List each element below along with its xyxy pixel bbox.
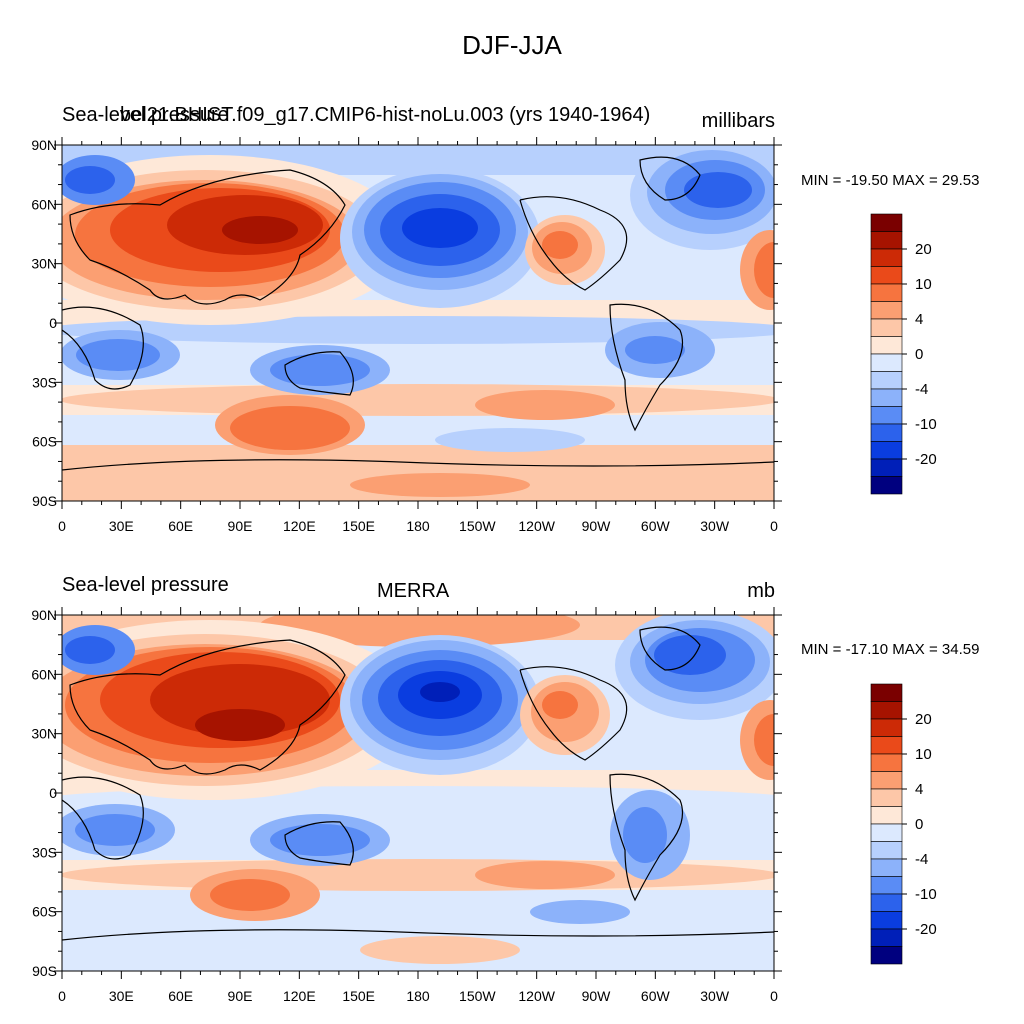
colorbar-swatch [870,353,903,372]
colorbar-swatch [870,266,903,285]
panel1-left-label: Sea-level pressure [62,104,229,126]
lon-tick-label: 0 [58,518,66,534]
colorbar-swatch [870,301,903,320]
panel1-center-label: bel21.BHIST.f09_g17.CMIP6-hist-noLu.003 … [120,104,651,126]
colorbar-swatch [870,441,903,460]
colorbar-swatch [870,371,903,390]
panel2-min-max: MIN = -17.10 MAX = 34.59 [801,641,980,658]
colorbar-swatch [870,248,903,267]
colorbar-label: 20 [915,241,932,258]
colorbar-swatch [870,458,903,477]
lat-tick-label: 30N [31,256,57,272]
colorbar-label: 0 [915,346,923,363]
colorbar-swatch [870,406,903,425]
lon-tick-label: 120W [518,518,555,534]
lat-tick-label: 0 [49,315,57,331]
colorbar-swatch [870,423,903,442]
colorbar-label: -4 [915,381,928,398]
lon-tick-label: 30W [700,518,730,534]
lon-tick-label: 90E [228,518,253,534]
lon-tick-label: 120E [283,518,316,534]
lat-tick-label: 30S [32,374,57,390]
colorbar-label: -20 [915,451,937,468]
lon-tick-label: 60E [168,518,193,534]
colorbar-label: -10 [915,416,937,433]
lat-tick-label: 90N [31,137,57,153]
panel2-right-label: mb [747,580,775,602]
colorbar-swatch [870,318,903,337]
colorbar-swatch [870,283,903,302]
figure-title: DJF-JJA [462,30,562,60]
panel2-center-label: MERRA [377,580,450,602]
panel1-right-label: millibars [701,110,775,132]
colorbar-swatch [870,476,903,495]
lon-tick-label: 150E [342,518,375,534]
lat-tick-label: 60S [32,434,57,450]
lon-tick-label: 180 [406,518,430,534]
colorbar-swatch [870,388,903,407]
colorbar-swatch [870,213,903,232]
panel1-min-max: MIN = -19.50 MAX = 29.53 [801,172,980,189]
colorbar-label: 10 [915,276,932,293]
lat-tick-label: 60N [31,196,57,212]
lon-tick-label: 30E [109,518,134,534]
lon-tick-label: 0 [770,518,778,534]
lon-tick-label: 150W [459,518,496,534]
lon-tick-label: 60W [641,518,671,534]
lat-tick-label: 90S [32,493,57,509]
lon-tick-label: 90W [582,518,612,534]
colorbar-label: 4 [915,311,923,328]
colorbar-swatch [870,231,903,250]
panel2-left-label: Sea-level pressure [62,574,229,596]
colorbar-swatch [870,336,903,355]
